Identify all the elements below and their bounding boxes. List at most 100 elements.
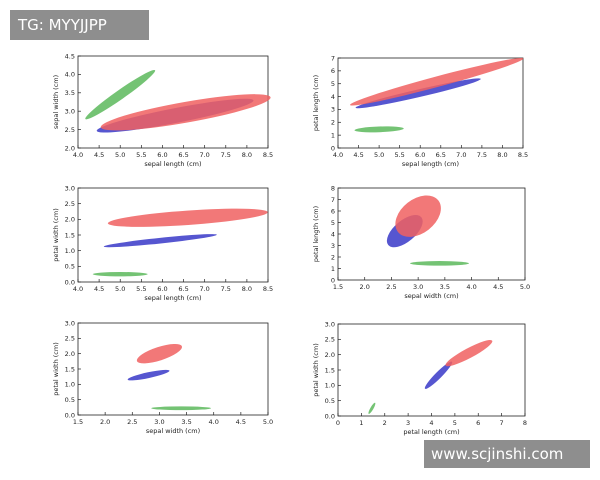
- ellipse-blue: [127, 369, 170, 381]
- y-tick-label: 1.0: [65, 247, 75, 255]
- ellipse-green: [151, 406, 211, 411]
- x-axis-label: sepal width (cm): [146, 427, 200, 435]
- y-tick-label: 2.5: [65, 126, 75, 134]
- y-axis-label: petal width (cm): [52, 208, 60, 262]
- x-tick-label: 6: [476, 419, 480, 427]
- x-tick-label: 5: [453, 419, 457, 427]
- x-tick-label: 5.0: [115, 151, 125, 159]
- subplot-5: 1.5 2.0 2.5 3.0 3.5 4.0 4.5 5.0 0.0 0.5 1.0 1.5 2.0 2…: [52, 319, 273, 435]
- y-tick-label: 1: [331, 131, 335, 139]
- ellipse-green: [85, 69, 156, 120]
- y-tick-label: 3: [331, 106, 335, 114]
- subplot-3: 4.0 4.5 5.0 5.5 6.0 6.5 7.0 7.5 8.0 8.5 0.0 0.5 1.0 1…: [52, 184, 273, 302]
- y-tick-label: 1.5: [325, 366, 335, 374]
- x-tick-label: 1.5: [333, 283, 343, 291]
- x-tick-label: 3.0: [413, 283, 423, 291]
- x-tick-label: 5.0: [263, 418, 273, 426]
- x-tick-label: 8.5: [263, 151, 273, 159]
- x-tick-label: 0: [336, 419, 340, 427]
- x-tick-label: 2.5: [127, 418, 137, 426]
- y-axis-label: sepal width (cm): [52, 75, 60, 129]
- ellipse-green: [354, 126, 404, 133]
- x-tick-label: 8.0: [242, 285, 252, 293]
- x-tick-label: 4.5: [94, 151, 104, 159]
- x-tick-label: 7.0: [199, 151, 209, 159]
- subplot-6: 0 1 2 3 4 5 6 7 8 0.0 0.5 1.0 1.5 2.0 2.5 3.0 petal leng…: [312, 320, 527, 436]
- y-tick-label: 3: [331, 242, 335, 250]
- x-tick-label: 8: [523, 419, 527, 427]
- x-tick-label: 5.5: [394, 151, 404, 159]
- x-tick-label: 7.5: [221, 285, 231, 293]
- ellipse-red: [136, 343, 182, 364]
- y-tick-label: 0: [331, 144, 335, 152]
- x-tick-label: 4.5: [353, 151, 363, 159]
- x-tick-label: 8.5: [263, 285, 273, 293]
- y-tick-label: 3.5: [65, 89, 75, 97]
- y-tick-label: 6: [331, 207, 335, 215]
- x-tick-label: 5.5: [136, 285, 146, 293]
- y-axis-label: petal length (cm): [312, 206, 320, 262]
- plot-frame: [337, 323, 526, 417]
- y-tick-label: 0.0: [65, 278, 75, 286]
- watermark-top: TG: MYYJJPP: [10, 10, 149, 40]
- plot-frame: [77, 322, 269, 416]
- x-tick-label: 8.5: [518, 151, 528, 159]
- y-tick-label: 4.0: [65, 71, 75, 79]
- x-tick-label: 4.0: [209, 418, 219, 426]
- x-tick-label: 6.0: [157, 151, 167, 159]
- x-tick-label: 5.0: [374, 151, 384, 159]
- ellipse-red: [350, 58, 524, 106]
- x-tick-label: 6.0: [415, 151, 425, 159]
- x-tick-label: 8.0: [497, 151, 507, 159]
- x-tick-label: 6.0: [157, 285, 167, 293]
- y-tick-label: 3.0: [65, 319, 75, 327]
- x-tick-label: 1.5: [73, 418, 83, 426]
- ellipse-red: [107, 208, 268, 227]
- y-tick-label: 3.0: [325, 320, 335, 328]
- x-tick-label: 2.0: [100, 418, 110, 426]
- y-tick-label: 0.5: [325, 397, 335, 405]
- y-tick-label: 0.5: [65, 263, 75, 271]
- ellipse-red: [445, 339, 493, 367]
- x-axis-label: sepal length (cm): [144, 294, 201, 302]
- x-tick-label: 4.5: [94, 285, 104, 293]
- x-axis-label: sepal width (cm): [404, 292, 458, 300]
- x-tick-label: 3.0: [154, 418, 164, 426]
- y-axis-label: petal width (cm): [52, 342, 60, 396]
- x-tick-label: 4.0: [466, 283, 476, 291]
- y-tick-label: 2.5: [65, 335, 75, 343]
- y-tick-label: 1.0: [65, 381, 75, 389]
- x-tick-label: 6.5: [178, 285, 188, 293]
- y-tick-label: 1: [331, 265, 335, 273]
- y-tick-label: 1.5: [65, 231, 75, 239]
- y-tick-label: 1.0: [325, 382, 335, 390]
- x-tick-label: 5.5: [136, 151, 146, 159]
- ellipse-red: [100, 94, 271, 131]
- subplot-4: 1.5 2.0 2.5 3.0 3.5 4.0 4.5 5.0 0 1 2 3 4 5 6 7 8 sepal w…: [312, 184, 530, 300]
- y-tick-label: 5: [331, 219, 335, 227]
- watermark-bottom: www.scjinshi.com: [424, 440, 590, 468]
- y-tick-label: 4: [331, 93, 335, 101]
- y-tick-label: 2.5: [65, 200, 75, 208]
- x-tick-label: 6.5: [436, 151, 446, 159]
- x-tick-label: 5.0: [520, 283, 530, 291]
- x-tick-label: 8.0: [242, 151, 252, 159]
- y-tick-label: 0.0: [325, 412, 335, 420]
- y-tick-label: 0.0: [65, 411, 75, 419]
- x-tick-label: 2.5: [386, 283, 396, 291]
- y-tick-label: 7: [331, 54, 335, 62]
- y-tick-label: 2: [331, 119, 335, 127]
- x-tick-label: 3.5: [181, 418, 191, 426]
- y-tick-label: 2.5: [325, 336, 335, 344]
- y-tick-label: 4.5: [65, 52, 75, 60]
- plot-frame: [77, 187, 269, 283]
- y-tick-label: 3.0: [65, 184, 75, 192]
- y-tick-label: 2.0: [325, 351, 335, 359]
- x-tick-label: 2.0: [360, 283, 370, 291]
- y-tick-label: 4: [331, 230, 335, 238]
- x-axis-label: sepal length (cm): [402, 160, 459, 168]
- x-tick-label: 7: [500, 419, 504, 427]
- x-tick-label: 7.0: [199, 285, 209, 293]
- y-axis-label: petal length (cm): [312, 75, 320, 131]
- x-tick-label: 4: [429, 419, 433, 427]
